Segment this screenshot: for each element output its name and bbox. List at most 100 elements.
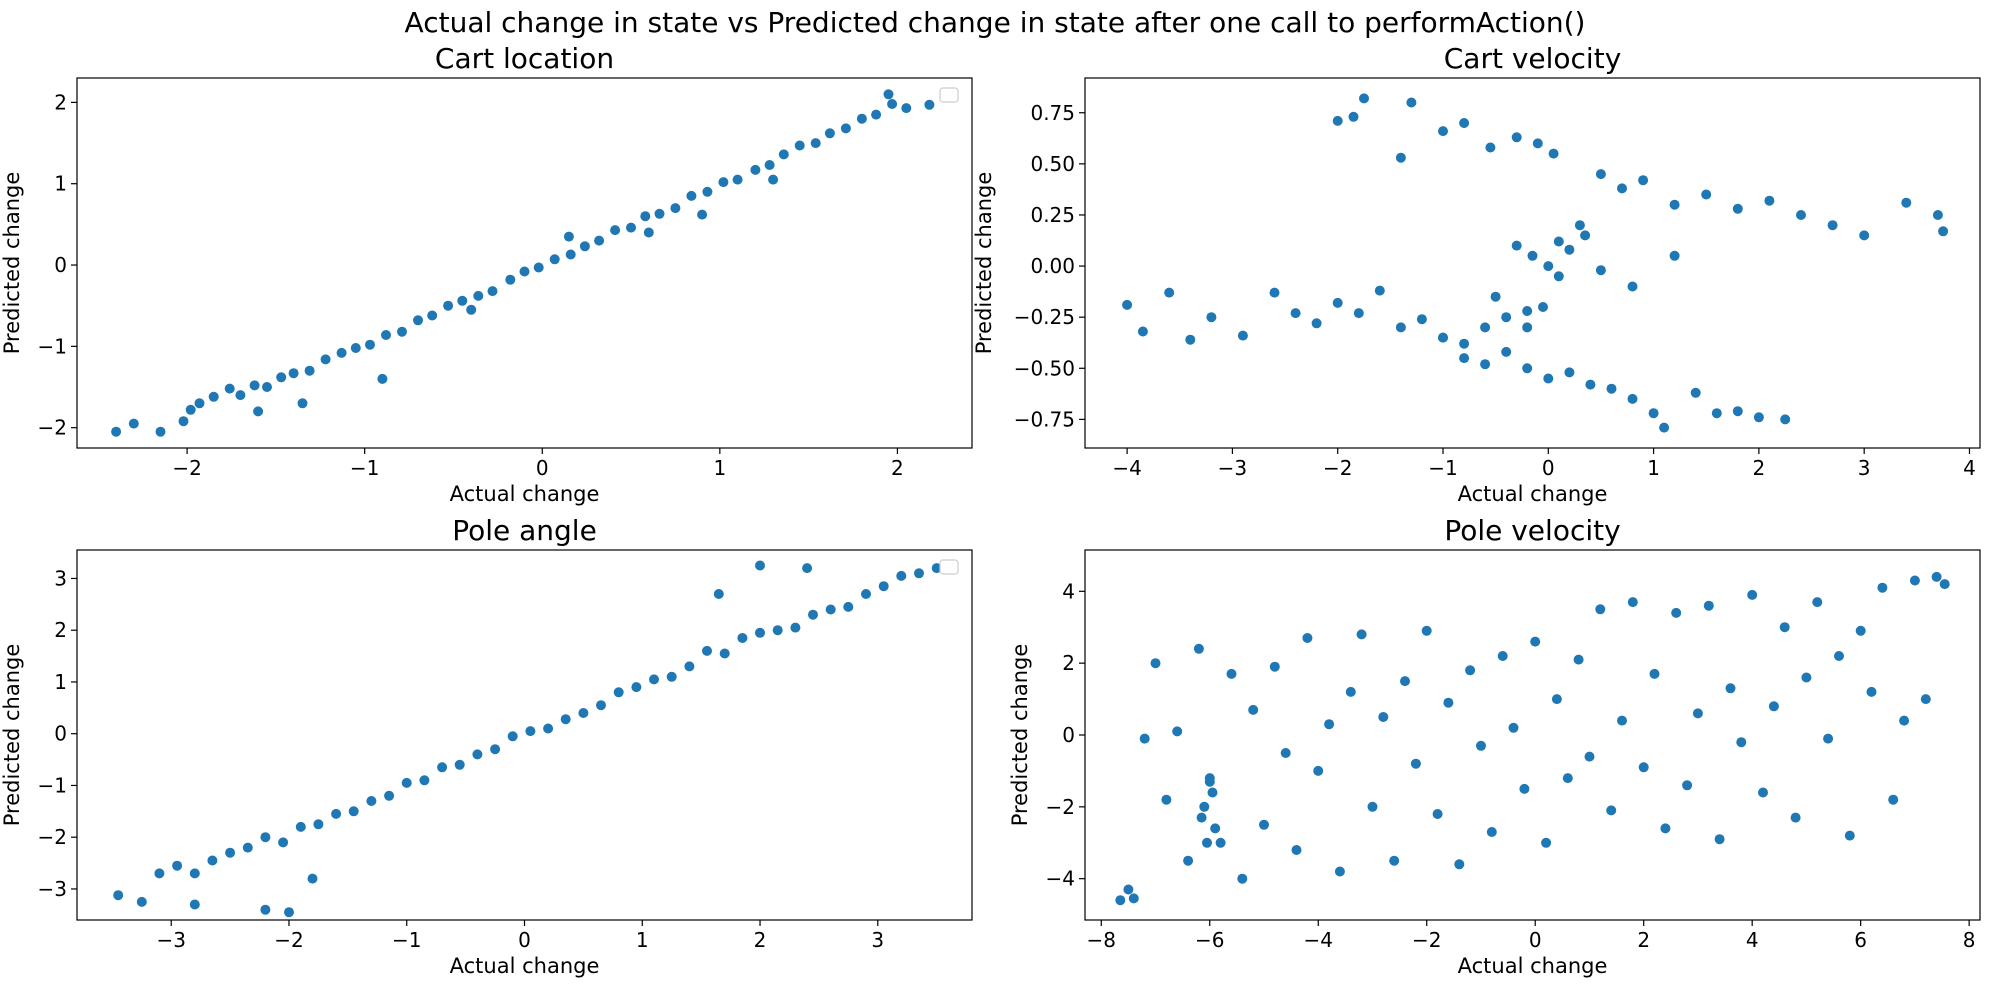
pole-velocity-point [1291, 845, 1302, 855]
cart-velocity-point [1459, 353, 1470, 364]
cart-location-point [413, 315, 423, 326]
cart-velocity-point [1606, 383, 1617, 394]
cart-velocity-point [1553, 271, 1564, 282]
cart-location-point [840, 123, 851, 134]
cart-location-point [764, 160, 775, 170]
cart-velocity-point [1522, 306, 1533, 316]
pole-velocity-point [1508, 722, 1519, 733]
cart-velocity-point [1796, 210, 1806, 220]
cart-location-point [208, 391, 219, 402]
cart-velocity-point [1348, 111, 1359, 122]
pole-angle-point [931, 563, 942, 574]
cart-velocity-point [1617, 183, 1627, 194]
pole-angle-ylabel: Predicted change [0, 644, 24, 827]
cart-location-point [519, 266, 530, 277]
pole-velocity-point [1356, 629, 1367, 640]
cart-location-point [288, 368, 299, 379]
pole-angle-point [331, 808, 342, 819]
pole-velocity-point [1313, 765, 1324, 776]
pole-velocity-point [1454, 859, 1465, 870]
pole-angle-point [490, 744, 501, 755]
pole-angle-point [154, 868, 165, 879]
cart-location-point [194, 398, 205, 409]
cart-location-point [565, 249, 576, 260]
pole-angle-point [525, 726, 536, 737]
cart-velocity-point [1780, 414, 1791, 425]
cart-location-point [901, 103, 912, 114]
cart-velocity-point [1527, 250, 1538, 261]
pole-velocity-point [1183, 855, 1194, 866]
cart-location-point [224, 383, 235, 394]
pole-velocity-x-tick-label: −4 [1304, 928, 1333, 952]
pole-velocity-point [1519, 783, 1530, 794]
cart-velocity-point [1485, 142, 1496, 153]
pole-angle-point [307, 873, 318, 884]
pole-velocity-point [1202, 837, 1212, 848]
cart-velocity-x-tick-label: 0 [1542, 456, 1555, 480]
pole-angle-title: Pole angle [452, 514, 597, 547]
cart-velocity-point [1522, 322, 1533, 333]
pole-angle-point [808, 609, 818, 620]
cart-location-point [155, 426, 166, 437]
pole-angle-point [666, 671, 677, 682]
pole-angle-y-tick-label: −1 [38, 773, 67, 797]
cart-location-point [533, 262, 544, 273]
cart-location-point [686, 190, 697, 201]
cart-velocity-point [1574, 220, 1585, 231]
pole-velocity-point [1758, 787, 1768, 798]
pole-angle-y-tick-label: −3 [38, 877, 67, 901]
cart-location-point [810, 138, 821, 149]
cart-location-y-tick-label: 1 [54, 172, 67, 196]
cart-velocity-x-tick-label: 1 [1647, 456, 1660, 480]
pole-velocity-point [1215, 837, 1226, 848]
pole-velocity-point [1530, 636, 1541, 647]
cart-velocity-point [1701, 189, 1712, 200]
cart-velocity-title: Cart velocity [1444, 42, 1622, 75]
cart-location-point [336, 347, 347, 358]
pole-angle-point [719, 648, 730, 659]
pole-velocity-point [1128, 893, 1139, 904]
cart-location-point [768, 174, 779, 185]
cart-velocity-panel: Cart velocity −4 −3 −2 −1 0 1 2 3 4 −0.75 −0.50 −0.2… [972, 42, 1981, 506]
pole-angle-point [613, 687, 624, 698]
pole-angle-y-tick-label: 0 [54, 722, 67, 746]
cart-location-x-tick-label: −1 [350, 456, 379, 480]
pole-velocity-point [1161, 794, 1172, 805]
cart-location-point [297, 398, 308, 409]
pole-velocity-point [1334, 866, 1345, 877]
pole-velocity-point [1226, 668, 1237, 679]
pole-velocity-point [1172, 726, 1183, 737]
pole-velocity-y-tick-label: 4 [1062, 579, 1075, 603]
cart-velocity-y-tick-label: −0.50 [1014, 356, 1075, 380]
pole-angle-point [560, 714, 571, 725]
cart-velocity-points [1122, 93, 1949, 433]
cart-velocity-point [1269, 287, 1280, 298]
pole-velocity-point [1207, 787, 1218, 798]
pole-velocity-axes-frame [1084, 549, 1981, 921]
pole-velocity-point [1703, 600, 1714, 611]
pole-angle-point [189, 868, 200, 879]
pole-velocity-point [1888, 794, 1899, 805]
cart-location-point [697, 209, 708, 220]
cart-velocity-point [1290, 308, 1301, 319]
pole-velocity-point [1638, 762, 1649, 773]
pole-velocity-point [1123, 884, 1134, 895]
cart-velocity-point [1548, 148, 1559, 159]
cart-velocity-x-tick-label: 3 [1858, 456, 1871, 480]
pole-angle-point [802, 563, 813, 574]
cart-velocity-y-tick-label: 0.00 [1030, 254, 1075, 278]
cart-location-y-tick-label: 0 [54, 253, 67, 277]
pole-velocity-point [1421, 625, 1432, 636]
cart-location-point [549, 254, 560, 265]
cart-location-xlabel: Actual change [450, 482, 600, 506]
pole-velocity-point [1199, 801, 1210, 812]
cart-location-point [640, 211, 651, 222]
pole-velocity-point [1150, 658, 1161, 669]
pole-angle-point [437, 762, 448, 773]
pole-velocity-point [1465, 665, 1476, 676]
cart-velocity-x-tick-label: −4 [1112, 456, 1141, 480]
pole-angle-point [313, 819, 324, 830]
cart-velocity-point [1543, 373, 1554, 384]
pole-angle-point [684, 661, 695, 672]
cart-velocity-point [1732, 203, 1743, 214]
